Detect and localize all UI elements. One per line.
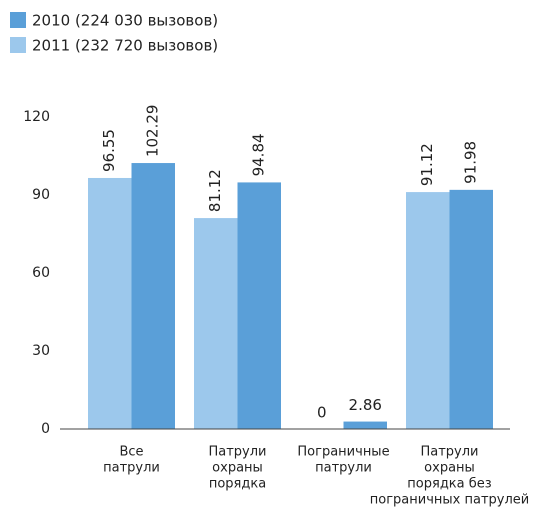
value-label: 94.84 (250, 133, 268, 176)
value-label: 0 (317, 404, 327, 422)
x-tick-label: патрули (103, 461, 160, 476)
y-tick-label: 60 (32, 265, 50, 281)
legend-label: 2011 (232 720 вызовов) (32, 37, 218, 55)
bar (406, 192, 450, 429)
x-tick-label: Патрули (208, 445, 266, 460)
y-tick-label: 90 (32, 187, 50, 203)
x-tick-label: охраны (212, 461, 263, 476)
value-label: 81.12 (206, 169, 224, 212)
x-tick-label: патрули (315, 461, 372, 476)
x-tick-label: Патрули (420, 445, 478, 460)
x-tick-label: Пограничные (297, 445, 389, 460)
y-tick-label: 120 (23, 109, 50, 125)
bar (131, 163, 175, 429)
legend-swatch (10, 37, 26, 53)
value-label: 91.98 (462, 141, 480, 184)
bar (237, 182, 281, 429)
x-tick-label: охраны (424, 461, 475, 476)
bar (88, 177, 132, 429)
bar (194, 218, 238, 429)
x-tick-label: порядка (209, 477, 266, 492)
legend-label: 2010 (224 030 вызовов) (32, 12, 218, 30)
value-label: 91.12 (418, 143, 436, 186)
legend-swatch (10, 12, 26, 28)
x-tick-label: Все (119, 445, 143, 460)
y-tick-label: 30 (32, 343, 50, 359)
value-label: 96.55 (100, 129, 118, 172)
x-tick-label: пограничных патрулей (370, 493, 529, 508)
bar (449, 189, 493, 429)
y-tick-label: 0 (41, 421, 50, 437)
x-tick-label: порядка без (407, 477, 491, 492)
bar (343, 421, 387, 429)
value-label: 102.29 (144, 105, 162, 158)
value-label: 2.86 (349, 396, 382, 414)
